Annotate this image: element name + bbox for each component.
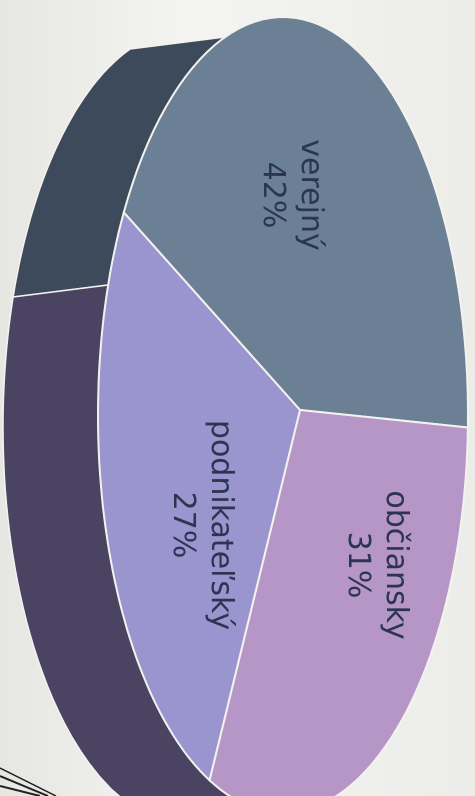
slice-value-label: 31% [341, 532, 376, 599]
slice-category-label: občiansky [379, 490, 414, 639]
pie-slice-1 [122, 16, 470, 429]
slice-category-label: verejný [294, 139, 329, 250]
pie-slice-3 [96, 210, 302, 783]
pie-slice-2 [208, 408, 469, 796]
paper-edge-lines [0, 767, 57, 796]
slice-value-label: 42% [256, 162, 291, 229]
slice-category-label: podnikateľský [204, 420, 239, 630]
slice-value-label: 27% [166, 492, 201, 559]
